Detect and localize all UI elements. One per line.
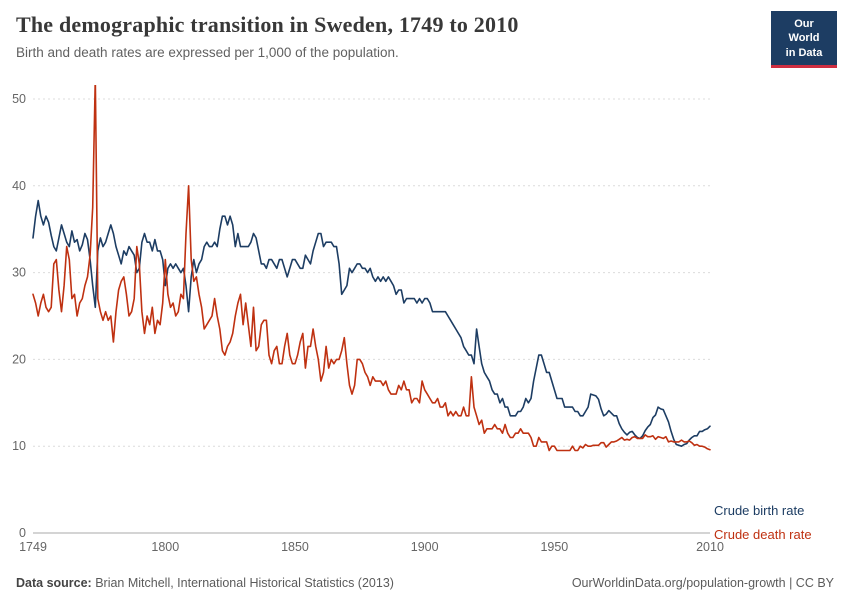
x-tick-label: 1850 (281, 540, 309, 554)
owid-logo-line2: in Data (785, 46, 823, 59)
x-tick-label: 1749 (19, 540, 47, 554)
owid-logo[interactable]: Our World in Data (771, 11, 837, 68)
data-source-text: Brian Mitchell, International Historical… (91, 576, 394, 590)
y-tick-label: 20 (12, 352, 26, 366)
x-tick-label: 2010 (696, 540, 724, 554)
crude-death-rate-line[interactable] (32, 76, 711, 452)
crude-birth-rate-line[interactable] (32, 199, 711, 448)
y-tick-label: 30 (12, 266, 26, 280)
birth-rate-line-label[interactable]: Crude birth rate (714, 503, 805, 519)
y-tick-label: 10 (12, 439, 26, 453)
chart-canvas: 0 10 20 30 40 50 1749 1800 1850 1900 1950 2010 (12, 76, 724, 554)
x-tick-label: 1900 (411, 540, 439, 554)
page-title: The demographic transition in Sweden, 17… (16, 12, 519, 37)
y-tick-label: 50 (12, 92, 26, 106)
data-source-label: Data source: (16, 576, 92, 590)
x-tick-label: 1800 (151, 540, 179, 554)
chart-header: The demographic transition in Sweden, 17… (16, 12, 740, 60)
y-tick-label: 0 (19, 526, 26, 540)
chart-footer: Data source: Brian Mitchell, Internation… (16, 576, 834, 590)
page-subtitle: Birth and death rates are expressed per … (16, 45, 399, 60)
x-tick-label: 1950 (540, 540, 568, 554)
chart-area: 0 10 20 30 40 50 1749 1800 1850 1900 1950 2010 Crud… (0, 76, 850, 565)
data-source-note: Data source: Brian Mitchell, Internation… (16, 576, 394, 590)
owid-link[interactable]: OurWorldinData.org/population-growth | C… (571, 576, 834, 590)
y-tick-label: 40 (12, 179, 26, 193)
owid-logo-line1: Our World (788, 18, 820, 45)
death-rate-line-label[interactable]: Crude death rate (714, 526, 812, 542)
